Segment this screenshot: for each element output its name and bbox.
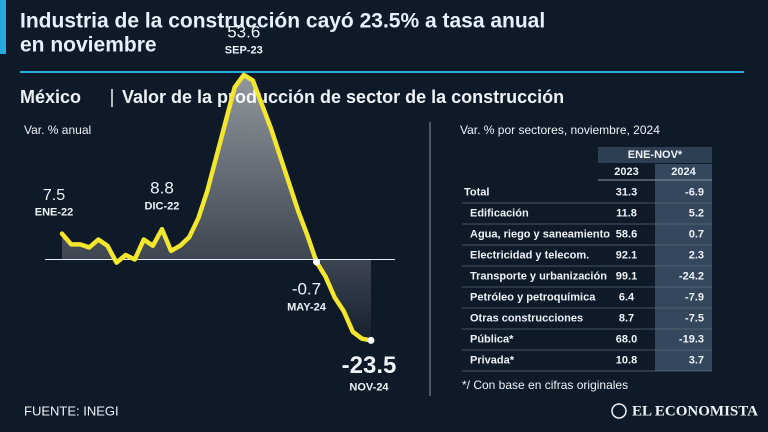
cell: 6.4 [619, 291, 635, 303]
table-note: */ Con base en cifras originales [462, 378, 628, 392]
cell: 11.8 [616, 207, 637, 219]
group-header: ENE-NOV* [628, 149, 683, 161]
data-label: 8.8 [150, 179, 174, 198]
cell: -7.5 [685, 312, 704, 324]
cell: 31.3 [616, 186, 637, 198]
cell: 58.6 [616, 228, 637, 240]
row-label: Otras construcciones [470, 312, 583, 324]
row-label: Total [464, 186, 489, 198]
accent-bar [0, 0, 6, 54]
brand: EL ECONOMISTA [632, 403, 758, 419]
x-tick-label: DIC-22 [145, 201, 180, 213]
data-label: 53.6 [227, 22, 260, 41]
row-label: Privada* [470, 354, 515, 366]
cell: 0.7 [689, 228, 704, 240]
data-label: 7.5 [43, 187, 65, 204]
row-label: Agua, riego y saneamiento [470, 228, 610, 240]
logo-mark [611, 403, 627, 419]
cell: -19.3 [679, 333, 704, 345]
table-title: Var. % por sectores, noviembre, 2024 [460, 123, 660, 137]
group-header-bg [598, 147, 712, 163]
cell: 68.0 [616, 333, 637, 345]
data-label: -0.7 [292, 279, 321, 298]
line [59, 72, 374, 343]
row-label: Petróleo y petroquímica [470, 291, 596, 303]
area [62, 74, 371, 341]
cell: 5.2 [689, 207, 704, 219]
cell: 99.1 [616, 270, 637, 282]
table: ENE-NOV* 2023 2024 Total 31.3 -6.9 Edificación… [462, 147, 712, 372]
col-highlight [655, 164, 712, 371]
cell: 8.7 [619, 312, 634, 324]
column-header: 2024 [671, 166, 696, 178]
point [367, 336, 375, 344]
row-label: Electricidad y telecom. [470, 249, 589, 261]
source: FUENTE: INEGI [24, 403, 119, 418]
x-tick-label: MAY-24 [287, 301, 327, 313]
cell: 2.3 [689, 249, 704, 261]
line-chart: 7.5 ENE-22 8.8 DIC-22 53.6 SEP-23 -0.7 MAY-24 -2… [35, 22, 397, 393]
row-label: Edificación [470, 207, 529, 219]
cell: -24.2 [679, 270, 704, 282]
subtitle: Valor de la producción de sector de la c… [122, 87, 564, 107]
cell: 3.7 [689, 354, 704, 366]
cell: 92.1 [616, 249, 637, 261]
subtitle-region: México [20, 87, 81, 107]
title: Industria de la construcción cayó 23.5% … [20, 10, 545, 33]
cell: -6.9 [685, 186, 704, 198]
point [312, 258, 320, 266]
title: en noviembre [20, 34, 157, 57]
row-label: Pública* [470, 333, 514, 345]
x-tick-label: NOV-24 [349, 381, 389, 393]
cell: 10.8 [616, 354, 637, 366]
cell: -7.9 [685, 291, 704, 303]
column-header: 2023 [614, 166, 638, 178]
x-tick-label: SEP-23 [225, 44, 263, 56]
x-tick-label: ENE-22 [35, 207, 74, 219]
y-label: Var. % anual [24, 123, 91, 137]
row-label: Transporte y urbanización [470, 270, 607, 282]
data-label: -23.5 [342, 352, 397, 379]
